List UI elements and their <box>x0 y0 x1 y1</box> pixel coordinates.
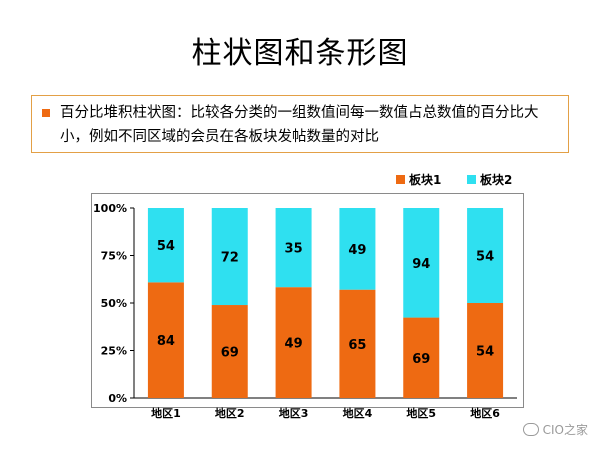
bar-segment <box>339 289 376 398</box>
bar-segment <box>403 317 440 398</box>
legend-swatch <box>396 175 405 184</box>
data-label: 65 <box>348 338 366 353</box>
data-label: 49 <box>285 337 303 352</box>
legend-label: 板块2 <box>480 172 512 187</box>
watermark-text: CIO之家 <box>542 423 588 437</box>
x-tick-label: 地区2 <box>215 406 245 420</box>
bar-segment <box>339 208 376 290</box>
slide-title: 柱状图和条形图 <box>191 36 409 71</box>
bar-segment <box>403 208 440 318</box>
bullet-box: 百分比堆积柱状图：比较各分类的一组数值间每一数值占总数值的百分比大小，例如不同区… <box>31 95 569 153</box>
bar-segment <box>211 305 248 398</box>
bar-segment <box>467 303 504 398</box>
y-tick-label: 0% <box>108 392 127 405</box>
data-label: 94 <box>412 257 430 272</box>
legend-swatch <box>467 175 476 184</box>
bar-segment <box>275 208 312 288</box>
data-label: 54 <box>476 345 494 360</box>
bar-segment <box>211 208 248 306</box>
data-label: 69 <box>221 346 239 361</box>
x-tick-label: 地区1 <box>151 406 181 420</box>
data-label: 72 <box>221 251 239 266</box>
x-tick-label: 地区3 <box>279 406 309 420</box>
bar-segment <box>147 208 184 283</box>
data-label: 54 <box>157 239 175 254</box>
y-tick-label: 100% <box>93 202 127 215</box>
legend-label: 板块1 <box>409 172 441 187</box>
y-tick-label: 75% <box>101 250 127 263</box>
bar-segment <box>275 287 312 398</box>
watermark: CIO之家 <box>522 421 588 438</box>
bar-segment <box>147 282 184 398</box>
bullet-text: 百分比堆积柱状图：比较各分类的一组数值间每一数值占总数值的百分比大小，例如不同区… <box>60 105 539 145</box>
bar-segment <box>467 208 504 303</box>
data-label: 49 <box>348 243 366 258</box>
y-tick-label: 50% <box>101 297 127 310</box>
x-tick-label: 地区6 <box>470 406 500 420</box>
data-label: 35 <box>285 242 303 257</box>
data-label: 69 <box>412 352 430 367</box>
wechat-icon <box>522 423 539 436</box>
y-tick-label: 25% <box>101 345 127 358</box>
bullet-marker <box>42 109 50 117</box>
x-tick-label: 地区4 <box>343 406 373 420</box>
data-label: 54 <box>476 250 494 265</box>
data-label: 84 <box>157 334 175 349</box>
x-tick-label: 地区5 <box>406 406 436 420</box>
